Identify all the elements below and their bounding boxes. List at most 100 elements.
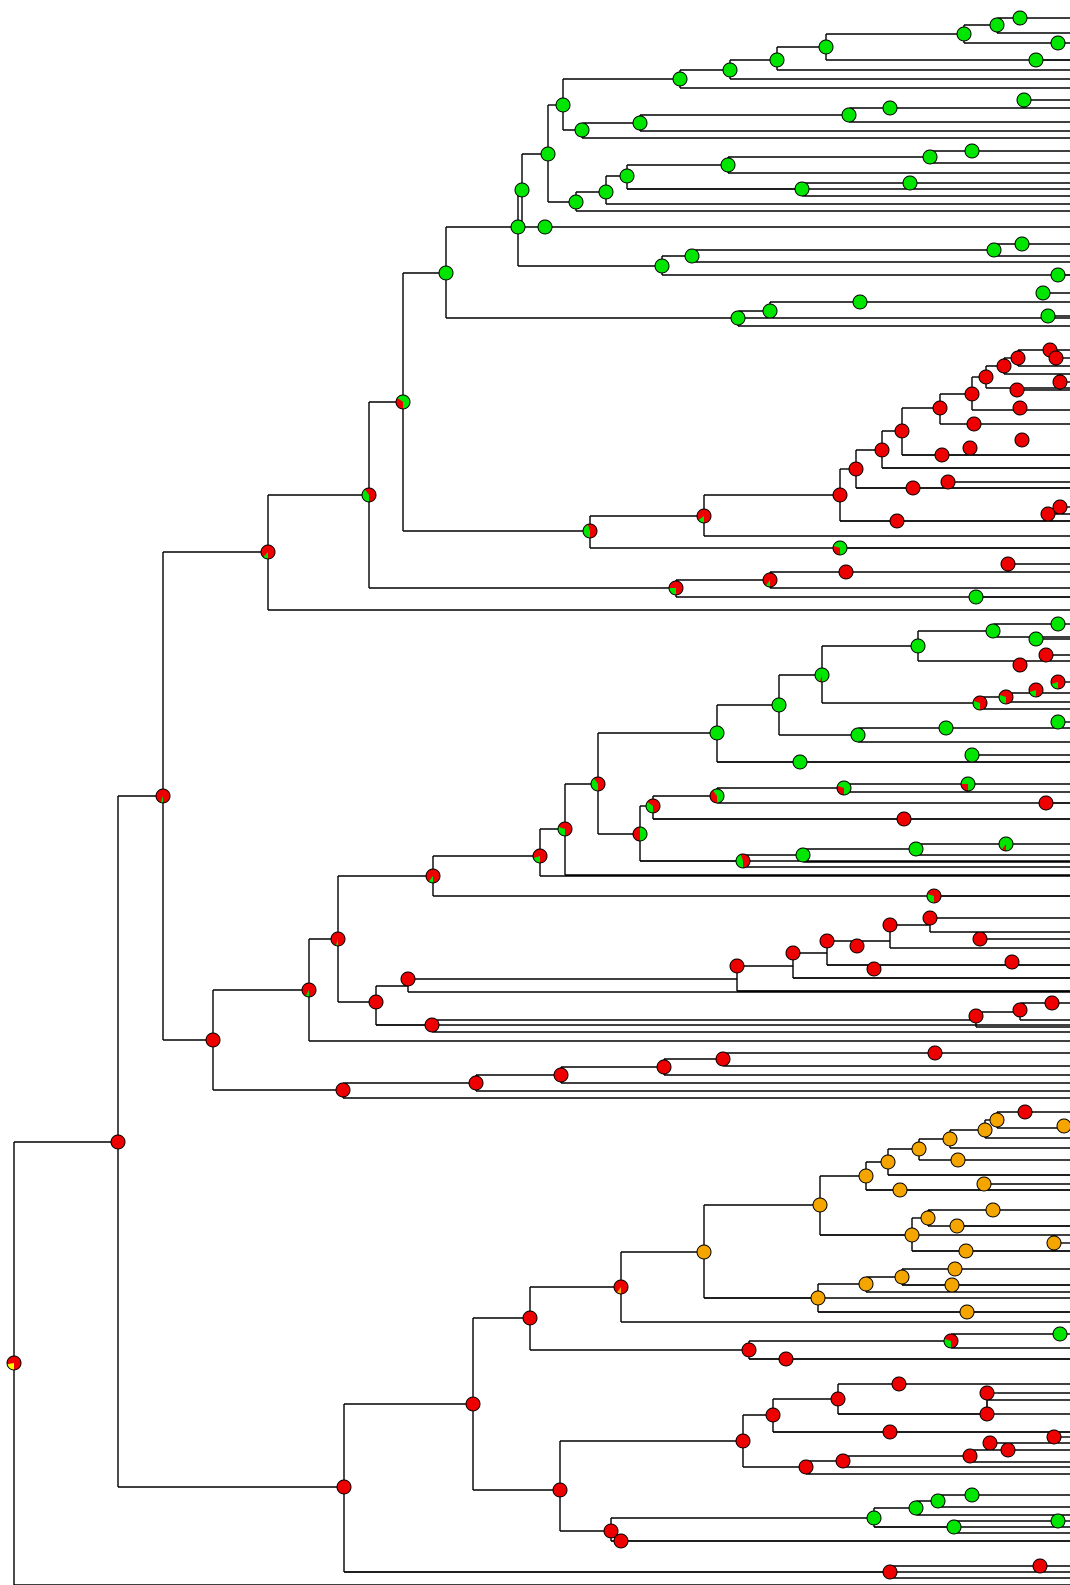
pie-outline — [582, 523, 598, 539]
pie-outline — [110, 1134, 126, 1150]
pie-outline — [1017, 1104, 1033, 1120]
ancestral-state-pie — [395, 394, 411, 410]
pie-slice — [999, 694, 1006, 704]
ancestral-state-pie — [922, 149, 938, 165]
pie-slice — [614, 1534, 628, 1548]
pie-slice — [795, 182, 809, 196]
ancestral-state-pie — [930, 1493, 946, 1509]
ancestral-state-pie — [866, 961, 882, 977]
tree-branches — [13, 17, 1070, 1585]
ancestral-state-pie — [1028, 52, 1044, 68]
pie-slice — [1041, 507, 1055, 521]
pie-slice — [765, 580, 770, 587]
pie-outline — [741, 1342, 757, 1358]
pie-slice — [428, 876, 433, 883]
pie-slice — [511, 220, 525, 234]
pie-slice — [742, 1343, 756, 1357]
ancestral-state-pie — [964, 1487, 980, 1503]
ancestral-state-pie — [1038, 795, 1054, 811]
pie-slice — [961, 784, 968, 791]
pie-slice — [986, 624, 1000, 638]
pie-outline — [1050, 1513, 1066, 1529]
pie-outline — [632, 115, 648, 131]
ancestral-state-pie — [1032, 1558, 1048, 1574]
pie-slice — [796, 848, 810, 862]
pie-slice — [730, 959, 744, 973]
pie-outline — [976, 1176, 992, 1192]
pie-outline — [956, 26, 972, 42]
ancestral-state-pie — [1040, 506, 1056, 522]
pie-slice — [1045, 996, 1059, 1010]
pie-outline — [959, 1304, 975, 1320]
ancestral-state-pie — [709, 725, 725, 741]
pie-outline — [400, 971, 416, 987]
pie-slice — [839, 565, 853, 579]
pie-slice — [1051, 268, 1065, 282]
ancestral-state-pie — [438, 265, 454, 281]
pie-slice — [973, 700, 980, 710]
ancestral-state-pie — [874, 442, 890, 458]
pie-slice — [963, 441, 977, 455]
pie-outline — [1038, 795, 1054, 811]
pie-slice — [716, 1052, 730, 1066]
pie-slice — [1015, 433, 1029, 447]
pie-outline — [557, 821, 573, 837]
ancestral-state-pie — [709, 788, 725, 804]
pie-outline — [696, 508, 712, 524]
ancestral-state-pie — [510, 219, 526, 235]
pie-slice — [575, 123, 589, 137]
pie-outline — [1009, 382, 1025, 398]
pie-outline — [260, 544, 276, 560]
pie-outline — [904, 1227, 920, 1243]
pie-slice — [867, 962, 881, 976]
pie-slice — [401, 972, 415, 986]
pie-slice — [833, 545, 840, 555]
pie-outline — [1032, 1558, 1048, 1574]
pie-slice — [837, 785, 844, 795]
ancestral-state-pie — [1048, 350, 1064, 366]
pie-outline — [814, 667, 830, 683]
pie-slice — [969, 590, 983, 604]
ancestral-state-pie — [958, 1243, 974, 1259]
pie-outline — [982, 1435, 998, 1451]
pie-outline — [1046, 1235, 1062, 1251]
pie-slice — [1001, 844, 1006, 851]
pie-outline — [960, 776, 976, 792]
pie-outline — [795, 847, 811, 863]
pie-slice — [944, 1338, 951, 1348]
ancestral-state-pie — [1052, 374, 1068, 390]
pie-slice — [335, 939, 338, 946]
pie-outline — [684, 248, 700, 264]
pie-slice — [911, 639, 925, 653]
pie-outline — [978, 369, 994, 385]
pie-slice — [987, 243, 1001, 257]
pie-outline — [645, 798, 661, 814]
ancestral-state-pie — [771, 697, 787, 713]
ancestral-state-pie — [1009, 382, 1025, 398]
ancestral-state-pie — [769, 52, 785, 68]
ancestral-state-pie — [818, 39, 834, 55]
pie-slice — [978, 1123, 992, 1137]
ancestral-state-pie — [792, 754, 808, 770]
ancestral-state-pie — [902, 175, 918, 191]
pie-slice — [965, 144, 979, 158]
ancestral-state-pie — [849, 938, 865, 954]
ancestral-state-pie — [656, 1059, 672, 1075]
pie-slice — [1051, 36, 1065, 50]
ancestral-state-pie — [468, 1075, 484, 1091]
pie-outline — [656, 1059, 672, 1075]
pie-slice — [723, 63, 737, 77]
pie-outline — [986, 242, 1002, 258]
pie-outline — [894, 1269, 910, 1285]
ancestral-state-pie — [696, 1244, 712, 1260]
pie-outline — [949, 1218, 965, 1234]
pie-outline — [908, 841, 924, 857]
pie-slice — [906, 481, 920, 495]
ancestral-state-pie — [996, 358, 1012, 374]
pie-slice — [1036, 286, 1050, 300]
ancestral-state-pie — [904, 1227, 920, 1243]
pie-outline — [1038, 647, 1054, 663]
pie-slice — [263, 552, 268, 559]
pie-outline — [882, 1424, 898, 1440]
ancestral-state-pie — [205, 1032, 221, 1048]
